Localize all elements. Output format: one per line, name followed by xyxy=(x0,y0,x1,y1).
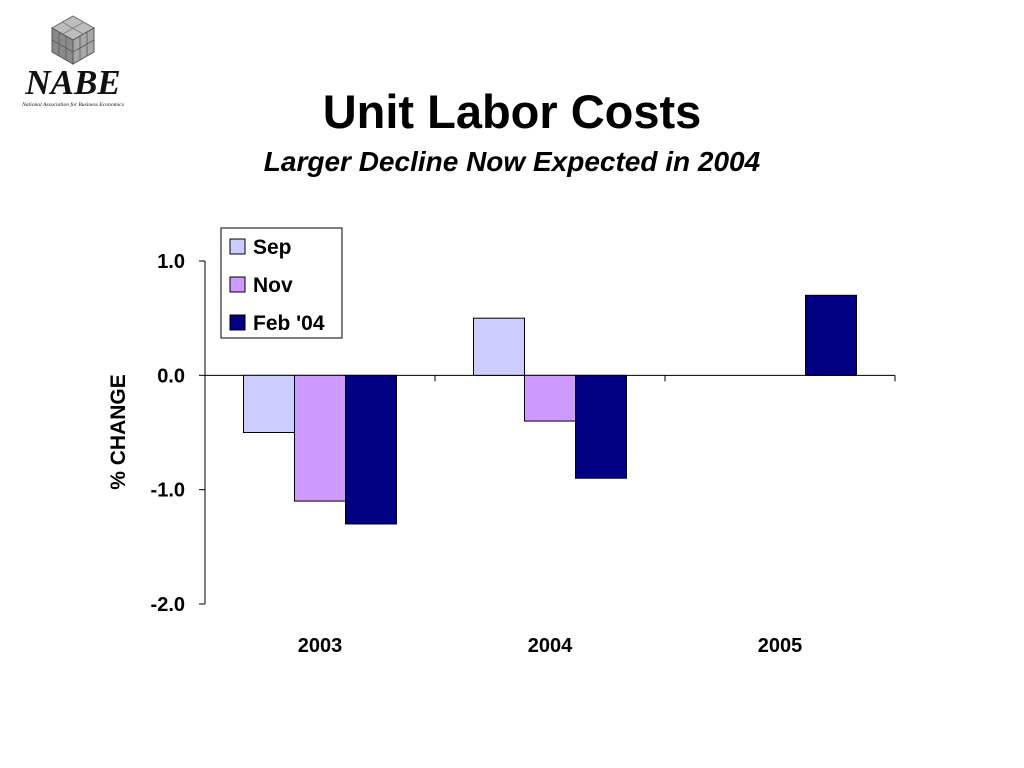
legend-swatch xyxy=(229,276,246,293)
logo-cube-icon xyxy=(50,15,96,65)
nabe-logo: NABE National Association for Business E… xyxy=(21,15,124,108)
bar xyxy=(243,374,295,434)
legend-swatch xyxy=(229,314,246,331)
legend-label: Nov xyxy=(253,274,293,297)
y-axis-title: % CHANGE xyxy=(107,374,130,490)
bar xyxy=(294,374,346,502)
legend-swatch xyxy=(229,238,246,255)
y-tick-label: -2.0 xyxy=(151,594,185,616)
x-tick-label: 2003 xyxy=(298,635,343,657)
slide-title: Unit Labor Costs xyxy=(322,85,702,138)
y-tick-label: 0.0 xyxy=(157,365,185,387)
logo-text: NABE xyxy=(24,63,120,102)
x-tick-label: 2004 xyxy=(528,635,573,657)
bar xyxy=(345,374,397,525)
legend-label: Sep xyxy=(253,236,292,259)
x-tick-label: 2005 xyxy=(758,635,803,657)
bar xyxy=(524,374,576,422)
bar xyxy=(473,317,525,376)
y-tick-label: -1.0 xyxy=(151,480,185,502)
bar xyxy=(575,374,627,479)
y-tick-label: 1.0 xyxy=(157,251,185,273)
slide-subtitle: Larger Decline Now Expected in 2004 xyxy=(263,146,761,177)
legend-label: Feb '04 xyxy=(253,312,325,335)
bar xyxy=(805,294,857,376)
logo-subtext: National Association for Business Econom… xyxy=(21,101,124,108)
